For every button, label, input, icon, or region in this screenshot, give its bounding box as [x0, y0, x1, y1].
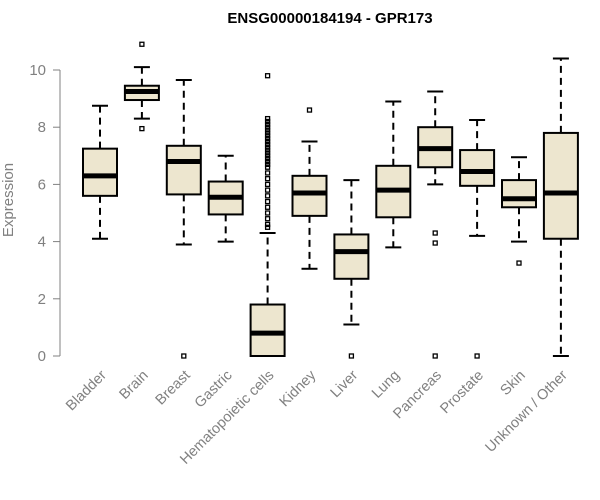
iqr-box	[82, 147, 118, 197]
y-tick-label: 0	[38, 348, 46, 365]
outlier-point	[264, 158, 271, 165]
outlier-point	[264, 73, 271, 79]
y-tick-label: 2	[38, 291, 46, 308]
category-label: Lung	[369, 368, 403, 402]
outlier-point	[264, 153, 271, 159]
outlier-point	[264, 150, 271, 156]
outlier-point	[474, 353, 480, 359]
outlier-point	[264, 147, 271, 153]
outlier-point	[139, 41, 145, 47]
outlier-point	[264, 161, 271, 168]
category-label: Kidney	[277, 367, 320, 410]
outlier-point	[432, 230, 438, 236]
box-prostate	[459, 119, 496, 359]
outlier-point	[264, 187, 271, 193]
outlier-point	[516, 260, 522, 266]
iqr-box	[459, 149, 496, 187]
outlier-point	[264, 216, 271, 222]
outlier-point	[264, 135, 271, 142]
iqr-box	[333, 233, 370, 280]
box-brain	[123, 41, 160, 132]
box-liver	[333, 179, 370, 359]
outlier-point	[264, 221, 271, 228]
chart-title: ENSG00000184194 - GPR173	[227, 10, 432, 27]
iqr-box	[249, 303, 286, 357]
y-axis: 0 2 4 6 8 10	[29, 62, 61, 365]
category-label: Prostate	[437, 368, 486, 417]
outlier-point	[264, 198, 271, 205]
outlier-point	[264, 204, 271, 210]
iqr-box	[165, 144, 202, 196]
outlier-point	[264, 144, 271, 150]
outlier-point	[264, 164, 271, 170]
iqr-box	[542, 131, 579, 240]
category-label: Brain	[116, 368, 151, 403]
y-tick-label: 6	[38, 176, 46, 193]
box-bladder	[82, 104, 118, 240]
outlier-point	[264, 170, 271, 176]
iqr-box	[501, 179, 537, 209]
box-hematopoietic-cells	[249, 73, 286, 357]
outlier-point	[264, 156, 271, 162]
category-label: Liver	[328, 367, 362, 401]
outlier-point	[264, 118, 271, 125]
outlier-point	[139, 125, 145, 132]
box-lung	[375, 100, 412, 249]
outlier-point	[264, 127, 271, 133]
outlier-point	[264, 115, 271, 122]
outlier-point	[181, 353, 187, 359]
y-tick-label: 10	[29, 62, 46, 79]
boxes	[82, 41, 579, 359]
outlier-point	[432, 240, 438, 246]
outlier-point	[264, 176, 271, 182]
outlier-point	[432, 353, 438, 359]
y-tick-label: 4	[38, 234, 46, 251]
box-pancreas	[417, 90, 454, 359]
outlier-point	[264, 133, 271, 139]
outlier-point	[264, 181, 271, 188]
outlier-point	[264, 138, 271, 145]
outlier-point	[264, 210, 271, 216]
outlier-point	[264, 124, 271, 130]
outlier-point	[306, 107, 313, 113]
box-gastric	[207, 154, 244, 243]
box-unknown-other	[542, 57, 579, 357]
box-kidney	[291, 107, 328, 270]
box-breast	[165, 79, 202, 359]
y-tick-label: 8	[38, 119, 46, 136]
outlier-point	[264, 121, 271, 127]
category-label: Bladder	[63, 367, 110, 414]
iqr-box	[291, 174, 328, 217]
category-label: Skin	[498, 368, 529, 399]
box-skin	[501, 156, 537, 266]
outlier-point	[264, 141, 271, 148]
outlier-point	[264, 193, 271, 199]
category-label: Breast	[153, 368, 194, 409]
y-axis-label: Expression	[0, 163, 17, 237]
outlier-point	[264, 224, 271, 230]
outlier-point	[348, 353, 355, 359]
outlier-point	[264, 130, 271, 136]
